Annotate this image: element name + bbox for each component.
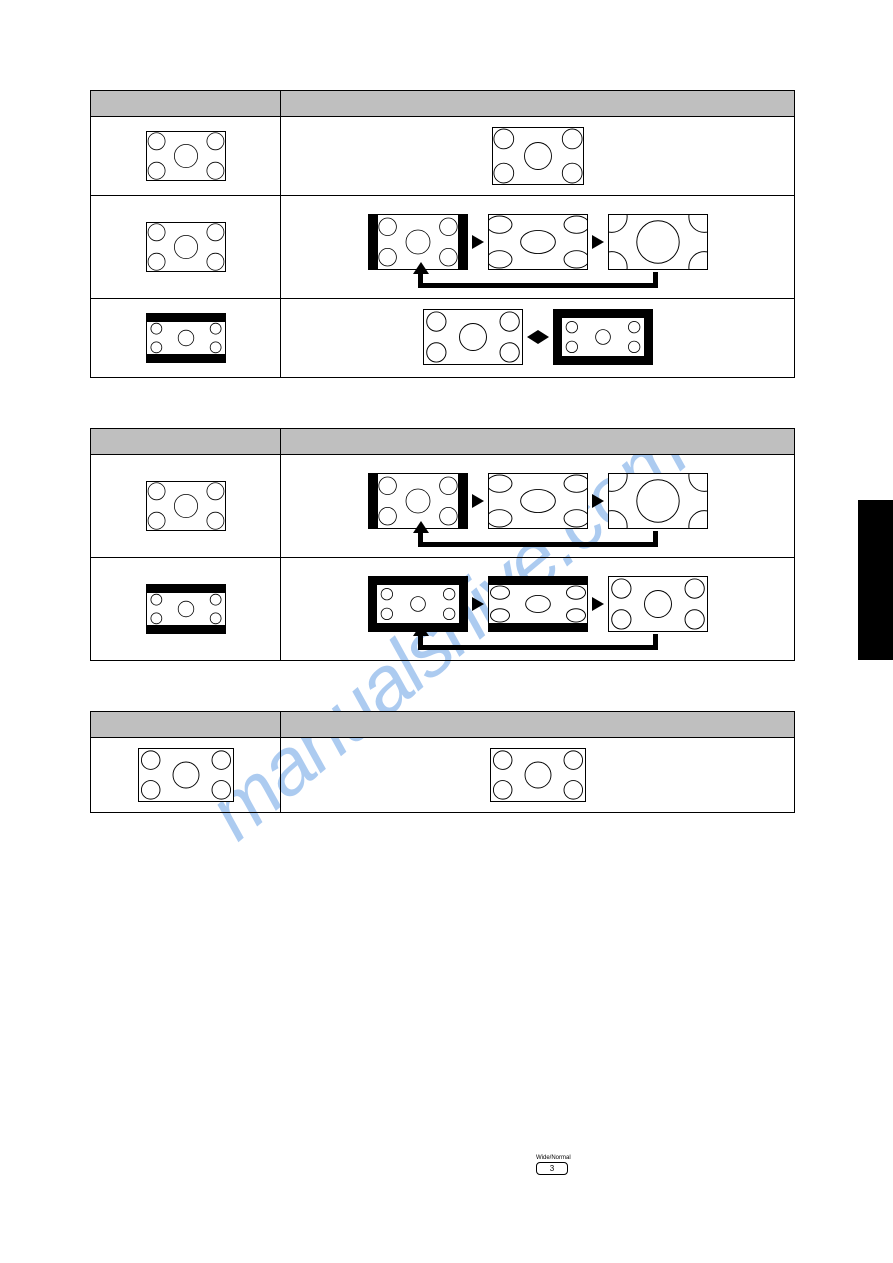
table-header xyxy=(281,429,795,455)
input-cell xyxy=(91,558,281,661)
aspect-icon-wide xyxy=(490,748,586,802)
aspect-icon-stretched xyxy=(488,473,588,529)
aspect-icon-wide xyxy=(138,748,234,802)
arrow-right-icon xyxy=(472,597,484,611)
aspect-icon-4-3 xyxy=(146,481,226,531)
wide-normal-button[interactable]: Wide/Normal 3 xyxy=(536,1155,568,1175)
arrow-right-icon xyxy=(592,235,604,249)
loop-arrow-icon xyxy=(418,272,658,288)
display-cell xyxy=(281,117,795,196)
aspect-icon-zoom xyxy=(608,473,708,529)
aspect-table-2 xyxy=(90,428,795,661)
page-content xyxy=(0,0,893,813)
aspect-icon-4-3 xyxy=(146,222,226,272)
input-cell xyxy=(91,117,281,196)
loop-arrow-icon xyxy=(418,531,658,547)
loop-arrow-icon xyxy=(418,634,658,650)
display-cell xyxy=(281,196,795,299)
button-label: Wide/Normal xyxy=(536,1155,568,1161)
aspect-icon-4-3 xyxy=(146,131,226,181)
display-cell xyxy=(281,455,795,558)
table-header xyxy=(281,712,795,738)
arrow-right-icon xyxy=(592,494,604,508)
display-cell xyxy=(281,558,795,661)
aspect-icon-letterbox xyxy=(146,313,226,363)
aspect-icon-zoom xyxy=(608,214,708,270)
input-cell xyxy=(91,196,281,299)
arrow-double-icon xyxy=(527,330,549,344)
table-header xyxy=(91,712,281,738)
aspect-table-1 xyxy=(90,90,795,378)
aspect-icon-wide xyxy=(423,309,523,365)
input-cell xyxy=(91,299,281,378)
aspect-icon-4-3 xyxy=(492,127,584,185)
button-key: 3 xyxy=(536,1162,568,1175)
aspect-icon-windowbox xyxy=(553,309,653,365)
aspect-icon-stretched xyxy=(488,214,588,270)
aspect-icon-letterbox-stretched xyxy=(488,576,588,632)
arrow-right-icon xyxy=(472,235,484,249)
aspect-icon-wide xyxy=(608,576,708,632)
input-cell xyxy=(91,455,281,558)
display-cell xyxy=(281,299,795,378)
aspect-table-3 xyxy=(90,711,795,813)
input-cell xyxy=(91,738,281,813)
aspect-icon-letterbox xyxy=(146,584,226,634)
arrow-right-icon xyxy=(592,597,604,611)
table-header xyxy=(91,91,281,117)
display-cell xyxy=(281,738,795,813)
table-header xyxy=(281,91,795,117)
table-header xyxy=(91,429,281,455)
arrow-right-icon xyxy=(472,494,484,508)
